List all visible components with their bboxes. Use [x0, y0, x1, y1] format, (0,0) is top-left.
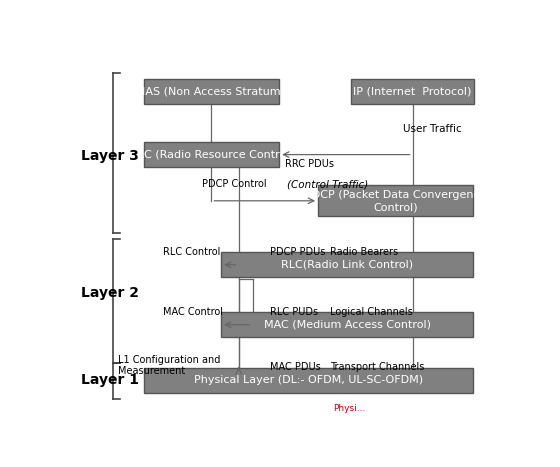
Bar	[143, 142, 279, 167]
Bar	[143, 368, 473, 393]
Text: Physical Layer (DL:- OFDM, UL-SC-OFDM): Physical Layer (DL:- OFDM, UL-SC-OFDM)	[194, 375, 423, 385]
Text: RLC PUDs: RLC PUDs	[270, 307, 318, 317]
Text: PDCP (Packet Data Convergence
Control): PDCP (Packet Data Convergence Control)	[305, 190, 486, 212]
Text: (Control Traffic): (Control Traffic)	[287, 179, 368, 189]
Text: RRC PDUs: RRC PDUs	[286, 159, 334, 169]
Text: IP (Internet  Protocol): IP (Internet Protocol)	[353, 86, 472, 97]
Bar	[318, 185, 473, 216]
Text: User Traffic: User Traffic	[403, 124, 462, 134]
Text: Layer 1: Layer 1	[81, 373, 139, 387]
Bar	[351, 79, 474, 104]
Text: Layer 2: Layer 2	[81, 286, 139, 300]
Text: L1 Configuration and
Measurement: L1 Configuration and Measurement	[118, 355, 221, 376]
Text: MAC (Medium Access Control): MAC (Medium Access Control)	[264, 320, 431, 330]
Bar	[221, 252, 473, 277]
Bar	[221, 312, 473, 337]
Bar	[143, 79, 279, 104]
Text: PDCP Control: PDCP Control	[202, 179, 267, 189]
Text: Physi...: Physi...	[334, 404, 366, 413]
Text: RLC(Radio Link Control): RLC(Radio Link Control)	[281, 260, 413, 270]
Text: Transport Channels: Transport Channels	[330, 362, 424, 372]
Text: RRC (Radio Resource Control): RRC (Radio Resource Control)	[129, 149, 294, 160]
Text: MAC PDUs: MAC PDUs	[270, 362, 321, 372]
Text: Layer 3: Layer 3	[81, 149, 139, 163]
Text: RLC Control: RLC Control	[163, 247, 221, 257]
Text: MAC Control: MAC Control	[163, 307, 223, 317]
Text: PDCP PDUs: PDCP PDUs	[270, 247, 325, 257]
Text: NAS (Non Access Stratum): NAS (Non Access Stratum)	[137, 86, 286, 97]
Text: Logical Channels: Logical Channels	[330, 307, 412, 317]
Text: Radio Bearers: Radio Bearers	[330, 247, 398, 257]
